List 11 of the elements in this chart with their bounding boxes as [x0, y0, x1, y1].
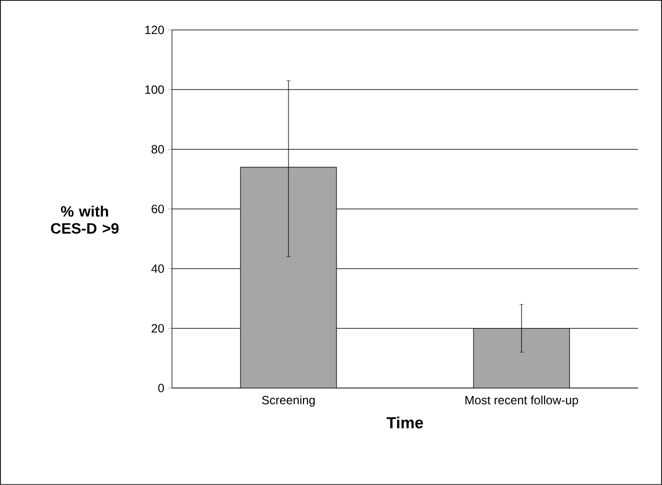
y-tick-label: 60	[152, 204, 164, 214]
y-tick-label: 100	[145, 85, 164, 94]
x-axis-title: Time	[386, 416, 424, 428]
y-tick-label: 80	[152, 145, 164, 154]
y-tick-label: 120	[145, 26, 164, 34]
y-axis-title: % with CES-D >9	[51, 206, 119, 234]
y-tick-label: 20	[152, 324, 164, 333]
y-tick-label: 0	[158, 384, 164, 392]
x-tick-label: Most recent follow-up	[466, 396, 578, 407]
x-tick-label: Screening	[262, 396, 315, 407]
y-tick-label: 40	[151, 264, 164, 273]
